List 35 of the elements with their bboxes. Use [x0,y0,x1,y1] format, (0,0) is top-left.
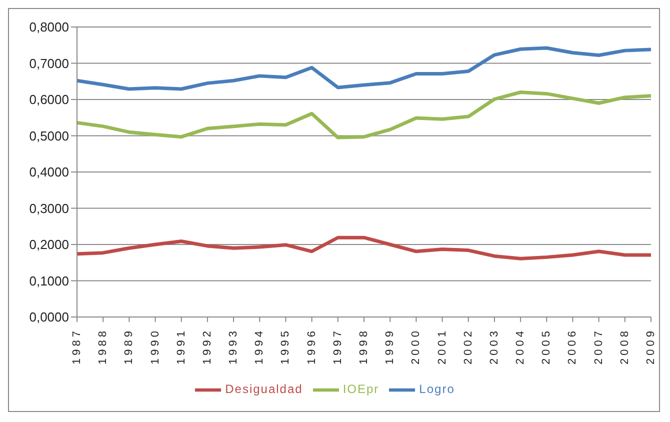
legend-label: Logro [419,382,455,396]
x-tick-label: 1989 [123,328,136,364]
y-tick-label: 0,8000 [29,20,69,35]
x-tick-label: 1997 [332,328,344,364]
x-tick-label: 1999 [384,328,396,364]
y-tick-label: 0,0000 [29,310,69,325]
x-tick-label: 2001 [436,328,448,364]
x-tick-label: 1992 [201,328,214,364]
y-tick-label: 0,1000 [29,273,69,288]
x-tick-label: 1987 [71,328,83,364]
x-tick-label: 1993 [228,328,240,364]
x-tick-label: 1988 [97,328,110,364]
x-tick-label: 1991 [175,328,188,364]
x-tick-label: 2009 [645,328,657,364]
y-tick-label: 0,3000 [29,200,69,216]
legend-label: Desigualdad [225,382,303,396]
y-tick-label: 0,7000 [29,56,69,71]
x-tick-label: 2003 [488,328,500,364]
x-tick-label: 2008 [618,328,631,364]
x-tick-label: 1994 [254,328,266,364]
legend-label: IOEpr [342,382,380,396]
x-tick-label: 1990 [149,328,162,364]
y-tick-label: 0,2000 [29,237,69,252]
x-tick-label: 2007 [592,328,605,364]
x-tick-label: 1996 [306,328,318,364]
x-tick-label: 2000 [410,328,422,364]
y-tick-label: 0,4000 [29,164,69,180]
y-tick-label: 0,5000 [29,128,69,144]
x-tick-label: 1998 [358,328,370,364]
y-tick-label: 0,6000 [29,92,69,108]
x-tick-label: 2005 [540,328,553,364]
x-tick-label: 2004 [514,328,527,364]
x-tick-label: 2006 [566,328,579,364]
x-tick-label: 1995 [280,328,292,364]
x-tick-label: 2002 [462,328,474,364]
